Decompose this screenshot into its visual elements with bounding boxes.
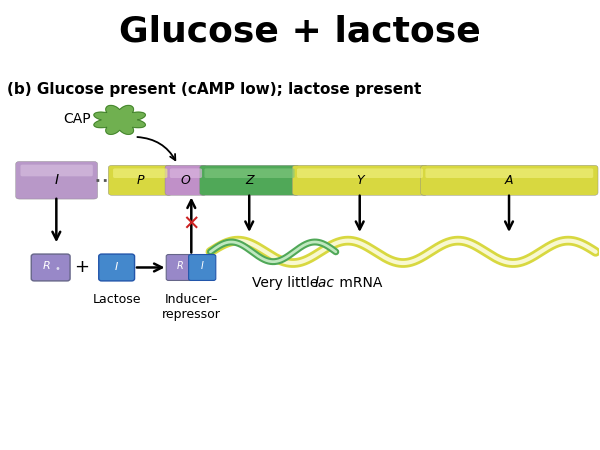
Text: Y: Y	[356, 174, 364, 187]
FancyBboxPatch shape	[425, 168, 593, 178]
Text: +: +	[74, 258, 89, 276]
FancyBboxPatch shape	[166, 255, 193, 280]
FancyBboxPatch shape	[188, 255, 216, 280]
Text: mRNA: mRNA	[335, 276, 382, 290]
Text: I: I	[201, 261, 203, 271]
Text: O: O	[181, 174, 191, 187]
FancyBboxPatch shape	[297, 168, 423, 178]
FancyBboxPatch shape	[108, 165, 172, 195]
Text: •: •	[55, 264, 61, 274]
Text: CAP: CAP	[64, 112, 91, 126]
FancyBboxPatch shape	[99, 254, 134, 281]
Text: lac: lac	[315, 276, 335, 290]
FancyBboxPatch shape	[16, 162, 98, 199]
Text: R: R	[43, 261, 50, 271]
Text: Very little: Very little	[252, 276, 323, 290]
FancyBboxPatch shape	[170, 168, 202, 178]
Text: Inducer–
repressor: Inducer– repressor	[162, 293, 221, 321]
FancyBboxPatch shape	[165, 165, 207, 195]
Text: Lactose: Lactose	[92, 293, 141, 306]
Polygon shape	[94, 105, 145, 135]
Text: P: P	[136, 174, 144, 187]
Text: Z: Z	[245, 174, 254, 187]
FancyBboxPatch shape	[113, 168, 167, 178]
FancyBboxPatch shape	[20, 165, 93, 176]
FancyBboxPatch shape	[205, 168, 295, 178]
Text: I: I	[115, 261, 118, 272]
Text: I: I	[55, 173, 59, 187]
Text: (b) Glucose present (cAMP low); lactose present: (b) Glucose present (cAMP low); lactose …	[7, 82, 422, 97]
Text: Glucose + lactose: Glucose + lactose	[119, 15, 481, 49]
FancyBboxPatch shape	[292, 165, 428, 195]
Text: A: A	[505, 174, 514, 187]
FancyBboxPatch shape	[31, 254, 70, 281]
FancyBboxPatch shape	[421, 165, 598, 195]
Text: ✕: ✕	[182, 215, 200, 235]
Text: R: R	[176, 261, 183, 271]
FancyBboxPatch shape	[200, 165, 299, 195]
